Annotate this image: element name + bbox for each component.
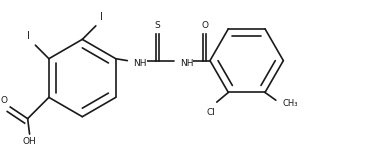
Text: O: O bbox=[201, 21, 208, 30]
Text: I: I bbox=[27, 31, 30, 41]
Text: NH: NH bbox=[133, 59, 147, 68]
Text: Cl: Cl bbox=[207, 108, 215, 117]
Text: I: I bbox=[100, 12, 103, 22]
Text: NH: NH bbox=[180, 59, 193, 68]
Text: OH: OH bbox=[23, 137, 36, 146]
Text: O: O bbox=[1, 96, 8, 105]
Text: CH₃: CH₃ bbox=[282, 99, 298, 108]
Text: S: S bbox=[154, 21, 160, 30]
